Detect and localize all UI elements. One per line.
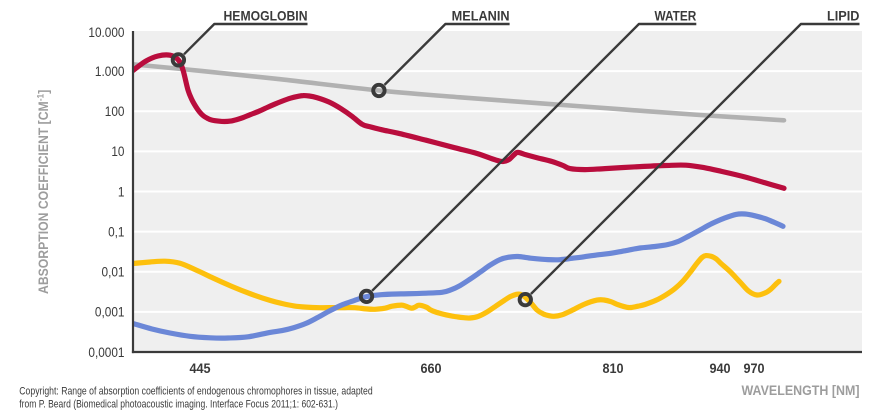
svg-text:Copyright: Range of absorption: Copyright: Range of absorption coefficie…	[19, 386, 372, 398]
svg-text:810: 810	[602, 361, 623, 376]
svg-text:]: ]	[36, 90, 51, 94]
svg-text:445: 445	[189, 361, 211, 376]
svg-text:0,01: 0,01	[102, 265, 125, 280]
svg-text:1.000: 1.000	[95, 64, 125, 79]
svg-text:0,001: 0,001	[95, 305, 125, 320]
svg-text:0,1: 0,1	[108, 224, 124, 239]
svg-text:10.000: 10.000	[88, 25, 124, 40]
svg-text:MELANIN: MELANIN	[452, 9, 510, 24]
svg-text:970: 970	[743, 361, 764, 376]
svg-text:WATER: WATER	[655, 9, 697, 24]
svg-text:660: 660	[420, 361, 441, 376]
svg-text:940: 940	[709, 361, 730, 376]
svg-text:LIPID: LIPID	[827, 9, 860, 24]
svg-text:WAVELENGTH [NM]: WAVELENGTH [NM]	[742, 383, 860, 398]
svg-text:-1: -1	[35, 94, 45, 101]
svg-text:0,0001: 0,0001	[88, 345, 124, 360]
svg-text:10: 10	[111, 144, 124, 159]
svg-text:HEMOGLOBIN: HEMOGLOBIN	[224, 9, 308, 24]
svg-text:1: 1	[118, 184, 125, 199]
svg-text:ABSORPTION COEFFICIENT [CM: ABSORPTION COEFFICIENT [CM	[36, 101, 51, 294]
svg-text:100: 100	[105, 104, 125, 119]
svg-text:from P. Beard (Biomedical phot: from P. Beard (Biomedical photoacoustic …	[19, 399, 338, 411]
